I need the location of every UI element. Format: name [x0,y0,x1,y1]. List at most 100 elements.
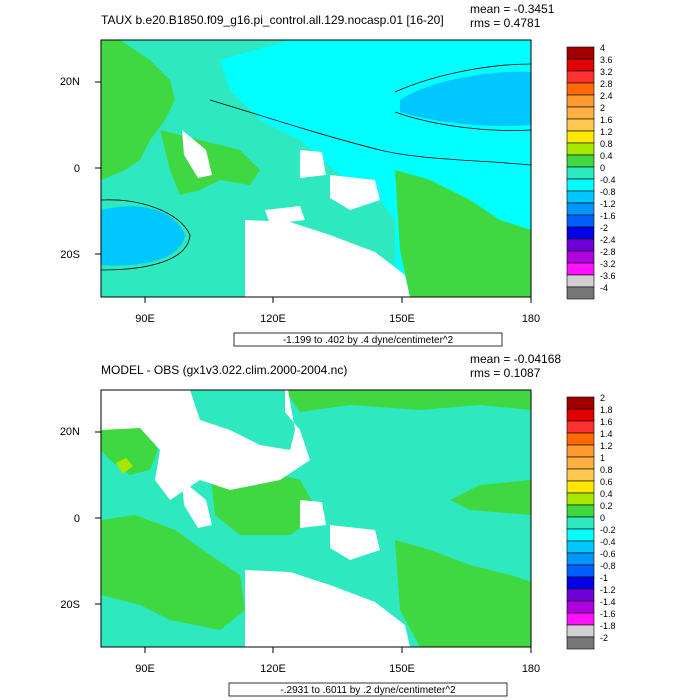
colorbar-swatch [566,576,595,590]
green-region-small [131,70,160,100]
y-tick-label: 20N [60,426,80,438]
y-tick-label: 0 [74,513,80,525]
land-australia [245,570,410,647]
colorbar-swatch [566,504,595,518]
colorbar-label: -3.2 [600,259,616,269]
land-borneo [300,150,326,178]
y-ticks [95,431,101,605]
colorbar-label: -2.8 [600,247,616,257]
colorbar-swatch [566,444,595,458]
colorbar-swatch [566,420,595,434]
colorbar-label: 2 [600,103,605,113]
chart-title: TAUX b.e20.B1850.f09_g16.pi_control.all.… [101,13,444,27]
colorbar-swatch [566,612,595,626]
colorbar-swatch [566,166,595,180]
colorbar-label: 3.6 [600,55,613,65]
colorbar-swatch [566,588,595,602]
colorbar-label: -1 [600,573,608,583]
x-tick-label: 150E [389,313,415,325]
x-tick-label: 180 [522,313,540,325]
x-tick-label: 180 [522,663,540,675]
colorbar-label: 1.4 [600,429,613,439]
colorbar-label: -0.6 [600,549,616,559]
bottom-chart-panel: MODEL - OBS (gx1v3.022.clim.2000-2004.nc… [60,352,616,697]
colorbar-label: -1.6 [600,211,616,221]
x-ticks [144,647,532,653]
colorbar-swatch [566,226,595,240]
colorbar-label: 1.2 [600,441,613,451]
colorbar-swatch [566,540,595,554]
colorbar-swatch [566,214,595,228]
colorbar-label: 3.2 [600,67,613,77]
x-tick-label: 120E [260,313,286,325]
colorbar-swatch [566,564,595,578]
y-tick-label: 20S [60,599,80,611]
top-chart-panel: TAUX b.e20.B1850.f09_g16.pi_control.all.… [60,2,616,347]
colorbar-swatch [566,178,595,192]
green-region-southwest [101,515,245,630]
colorbar-label: 0 [600,513,605,523]
green-region-west [101,40,175,180]
colorbar-label: 1.6 [600,417,613,427]
y-tick-label: 20N [60,76,80,88]
colorbar-label: 4 [600,43,605,53]
colorbar-swatch [566,94,595,108]
colorbar-label: 0.4 [600,151,613,161]
colorbar-label: -1.6 [600,609,616,619]
contour-line-west [100,199,191,271]
colorbar-swatch [566,106,595,120]
colorbar: 4 3.6 3.2 2.8 2.4 2 1.6 1.2 0.8 0.4 0 -0.4 -0.8 -1.2 -… [566,43,616,300]
colorbar-swatch [566,238,595,252]
green-region-north [285,390,531,412]
colorbar-label: 1.8 [600,405,613,415]
green-region-southeast [395,540,531,647]
colorbar-label: -1.2 [600,585,616,595]
colorbar-label: -4 [600,283,608,293]
colorbar-label: 1 [600,453,605,463]
yellowgreen-spot [116,458,133,474]
colorbar-swatch [566,480,595,494]
colorbar-swatch [566,516,595,530]
land-java [265,206,305,224]
contour-line-mid [209,99,532,166]
map-area [100,389,532,648]
colorbar-swatch [566,142,595,156]
colorbar-label: -0.8 [600,561,616,571]
land-sumatra [182,480,212,528]
colorbar-label: -1.4 [600,597,616,607]
y-tick-labels: 20N 0 20S [60,76,80,261]
colorbar-label: -1.2 [600,199,616,209]
land-australia [245,220,410,297]
colorbar-swatch [566,262,595,276]
land-borneo [300,500,326,528]
colorbar-swatch [566,58,595,72]
colorbar-label: -2 [600,633,608,643]
contour-info-text: -.2931 to .6011 by .2 dyne/centimeter^2 [280,685,456,696]
colorbar-swatch [566,286,595,300]
colorbar-label: -2 [600,223,608,233]
colorbar: 2 1.8 1.6 1.4 1.2 1 0.8 0.6 0.4 0.2 0 -0.2 -0.4 -0.6 -… [566,393,616,650]
map-area [100,39,532,298]
colorbar-swatch [566,408,595,422]
colorbar-swatch [566,456,595,470]
x-tick-labels: 90E 120E 150E 180 [135,313,540,325]
colorbar-label: 0.4 [600,489,613,499]
green-region-south [395,170,531,297]
colorbar-swatch [566,46,595,60]
y-tick-labels: 20N 0 20S [60,426,80,611]
x-tick-label: 90E [135,663,155,675]
chart-title: MODEL - OBS (gx1v3.022.clim.2000-2004.nc… [101,363,347,377]
land-islands-east [330,525,380,560]
colorbar-swatch [566,468,595,482]
colorbar-swatch [566,552,595,566]
colorbar-label: -0.2 [600,525,616,535]
colorbar-swatch [566,600,595,614]
x-tick-label: 90E [135,313,155,325]
colorbar-swatch [566,250,595,264]
y-ticks [95,81,101,255]
colorbar-swatch [566,274,595,288]
colorbar-swatch [566,118,595,132]
colorbar-label: 1.2 [600,127,613,137]
x-ticks [144,297,532,303]
colorbar-label: -2.4 [600,235,616,245]
